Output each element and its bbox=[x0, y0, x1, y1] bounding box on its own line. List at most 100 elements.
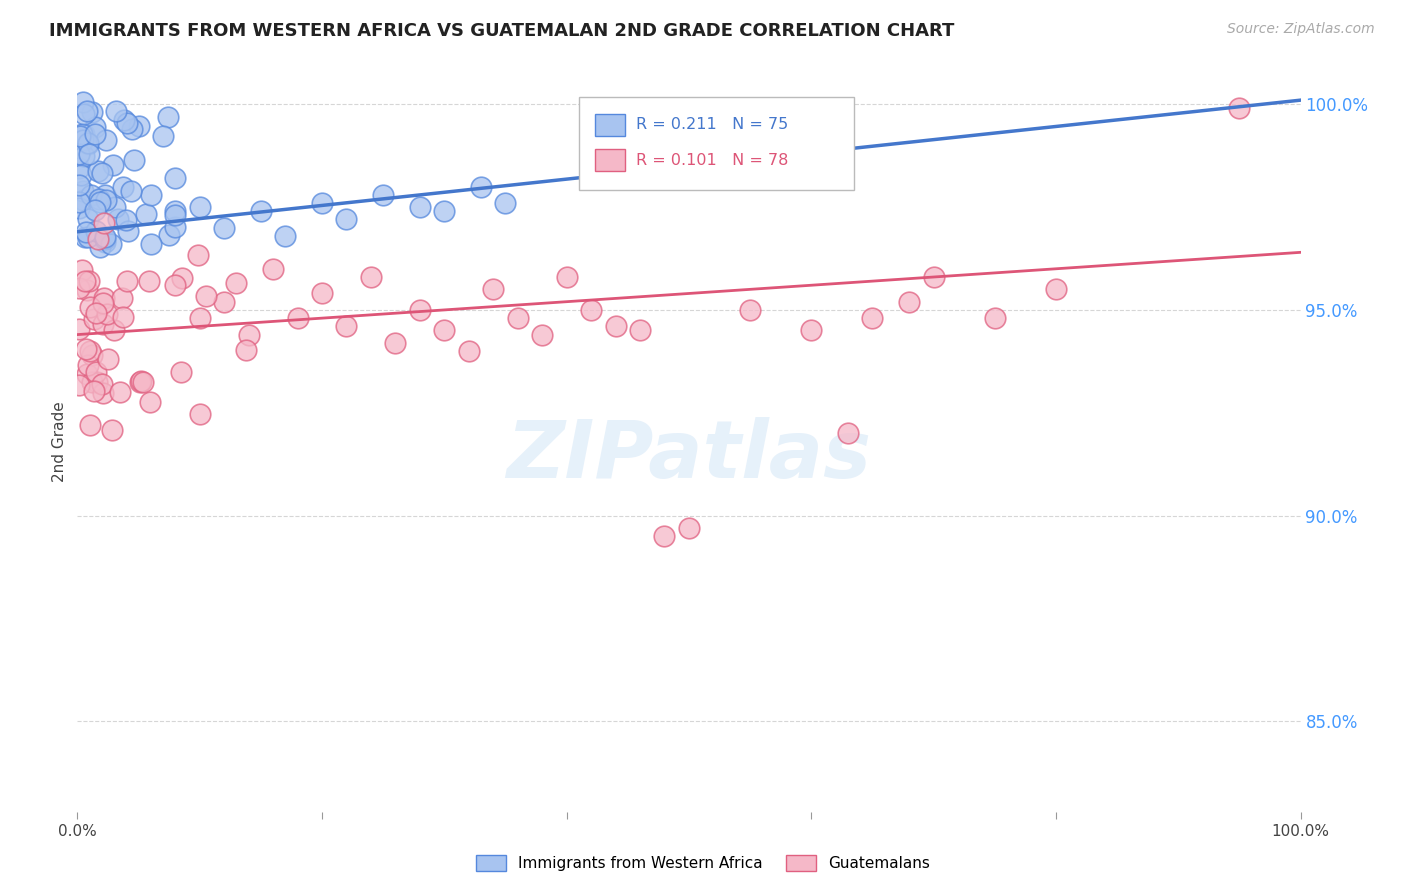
Point bbox=[77, 275, 100, 289]
Point bbox=[70, 168, 93, 182]
Point bbox=[531, 327, 554, 342]
Point bbox=[73, 230, 96, 244]
Point bbox=[80, 348, 103, 362]
Point bbox=[335, 212, 357, 227]
FancyBboxPatch shape bbox=[579, 97, 853, 190]
Point bbox=[129, 374, 152, 388]
Point bbox=[121, 122, 143, 136]
Point bbox=[80, 188, 103, 202]
Point bbox=[188, 407, 211, 421]
Point bbox=[138, 274, 160, 288]
Point bbox=[96, 307, 118, 321]
FancyBboxPatch shape bbox=[595, 113, 626, 136]
Point bbox=[188, 311, 211, 326]
Point bbox=[84, 306, 107, 320]
Point bbox=[67, 281, 90, 295]
Point bbox=[84, 127, 107, 141]
Point bbox=[235, 343, 257, 358]
Point bbox=[165, 278, 187, 293]
Point bbox=[170, 365, 193, 379]
Point bbox=[76, 367, 98, 381]
Point bbox=[67, 201, 90, 215]
Point bbox=[72, 95, 94, 109]
Point bbox=[89, 240, 111, 254]
Point bbox=[335, 319, 357, 334]
Text: Source: ZipAtlas.com: Source: ZipAtlas.com bbox=[1227, 22, 1375, 37]
Point bbox=[360, 270, 382, 285]
Point bbox=[482, 282, 505, 296]
Point bbox=[115, 116, 138, 130]
Point bbox=[105, 103, 128, 118]
Point bbox=[152, 129, 174, 144]
Point bbox=[128, 375, 150, 389]
Point bbox=[94, 229, 117, 244]
Point bbox=[506, 311, 529, 326]
Point bbox=[311, 286, 333, 301]
Point bbox=[311, 196, 333, 211]
Point bbox=[139, 237, 162, 252]
Point bbox=[83, 311, 105, 326]
Point bbox=[94, 188, 117, 202]
Point bbox=[77, 147, 100, 161]
Point bbox=[800, 324, 823, 338]
Point bbox=[122, 153, 145, 168]
Point bbox=[67, 178, 90, 192]
Point bbox=[555, 270, 578, 285]
Point bbox=[67, 146, 90, 161]
Point bbox=[165, 208, 187, 222]
Point bbox=[139, 187, 162, 202]
Point bbox=[111, 180, 134, 194]
Point bbox=[135, 207, 157, 221]
Point bbox=[862, 311, 884, 326]
Point bbox=[212, 294, 235, 309]
Point bbox=[96, 133, 118, 147]
Point bbox=[76, 283, 98, 297]
Point bbox=[238, 327, 260, 342]
Point bbox=[172, 270, 194, 285]
Point bbox=[90, 376, 112, 391]
Point bbox=[132, 375, 155, 389]
Point bbox=[79, 417, 101, 432]
Point bbox=[112, 310, 135, 325]
Point bbox=[67, 377, 90, 392]
Point bbox=[73, 149, 96, 163]
Point bbox=[115, 274, 138, 288]
Point bbox=[187, 247, 209, 261]
Point bbox=[898, 294, 921, 309]
Point bbox=[224, 276, 246, 290]
Point bbox=[678, 521, 700, 535]
Point bbox=[79, 300, 101, 314]
FancyBboxPatch shape bbox=[595, 149, 626, 171]
Point bbox=[120, 185, 142, 199]
Point bbox=[112, 113, 135, 128]
Point bbox=[922, 270, 945, 285]
Point bbox=[77, 211, 100, 226]
Point bbox=[72, 127, 94, 141]
Point bbox=[188, 200, 211, 214]
Point bbox=[83, 384, 105, 398]
Point bbox=[93, 215, 115, 229]
Point bbox=[1229, 101, 1251, 115]
Point bbox=[89, 194, 111, 209]
Point bbox=[111, 291, 134, 305]
Point bbox=[837, 426, 859, 441]
Point bbox=[212, 220, 235, 235]
Point bbox=[101, 158, 124, 172]
Point bbox=[165, 220, 187, 235]
Point bbox=[91, 295, 114, 310]
Point bbox=[76, 225, 98, 239]
Point bbox=[72, 184, 94, 198]
Point bbox=[138, 395, 160, 409]
Point bbox=[103, 324, 125, 338]
Point bbox=[165, 204, 187, 219]
Point bbox=[86, 375, 108, 389]
Point bbox=[83, 120, 105, 135]
Point bbox=[457, 344, 479, 359]
Point bbox=[470, 179, 492, 194]
Point bbox=[84, 224, 107, 238]
Point bbox=[67, 321, 90, 335]
Point bbox=[433, 204, 456, 219]
Point bbox=[77, 136, 100, 150]
Y-axis label: 2nd Grade: 2nd Grade bbox=[52, 401, 67, 482]
Point bbox=[579, 302, 602, 317]
